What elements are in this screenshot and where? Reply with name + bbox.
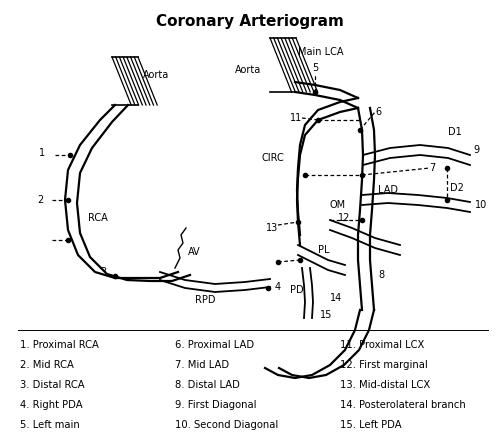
Text: 2. Mid RCA: 2. Mid RCA bbox=[20, 360, 74, 370]
Text: Main LCA: Main LCA bbox=[298, 47, 344, 57]
Text: 10: 10 bbox=[475, 200, 487, 210]
Text: Aorta: Aorta bbox=[143, 70, 169, 80]
Text: PD: PD bbox=[290, 285, 304, 295]
Text: 14. Posterolateral branch: 14. Posterolateral branch bbox=[340, 400, 466, 410]
Text: 12. First marginal: 12. First marginal bbox=[340, 360, 428, 370]
Text: 2: 2 bbox=[37, 195, 43, 205]
Text: 9: 9 bbox=[473, 145, 479, 155]
Text: OM: OM bbox=[330, 200, 346, 210]
Text: RPD: RPD bbox=[195, 295, 216, 305]
Text: PL: PL bbox=[318, 245, 330, 255]
Text: 7. Mid LAD: 7. Mid LAD bbox=[175, 360, 229, 370]
Text: 8: 8 bbox=[378, 270, 384, 280]
Text: AV: AV bbox=[188, 247, 200, 257]
Text: 13. Mid-distal LCX: 13. Mid-distal LCX bbox=[340, 380, 430, 390]
Text: Coronary Arteriogram: Coronary Arteriogram bbox=[156, 14, 344, 29]
Text: 1: 1 bbox=[39, 148, 45, 158]
Text: 10. Second Diagonal: 10. Second Diagonal bbox=[175, 420, 278, 430]
Text: RCA: RCA bbox=[88, 213, 108, 223]
Text: D1: D1 bbox=[448, 127, 462, 137]
Text: 11: 11 bbox=[290, 113, 302, 123]
Text: 13: 13 bbox=[266, 223, 278, 233]
Text: 3. Distal RCA: 3. Distal RCA bbox=[20, 380, 84, 390]
Text: 5. Left main: 5. Left main bbox=[20, 420, 80, 430]
Text: 14: 14 bbox=[330, 293, 342, 303]
Text: 8. Distal LAD: 8. Distal LAD bbox=[175, 380, 240, 390]
Text: Aorta: Aorta bbox=[235, 65, 261, 75]
Text: 15: 15 bbox=[320, 310, 332, 320]
Text: CIRC: CIRC bbox=[262, 153, 285, 163]
Text: 4: 4 bbox=[275, 282, 281, 292]
Text: 1. Proximal RCA: 1. Proximal RCA bbox=[20, 340, 99, 350]
Text: 5: 5 bbox=[312, 63, 318, 73]
Text: 7: 7 bbox=[429, 163, 435, 173]
Text: 4. Right PDA: 4. Right PDA bbox=[20, 400, 82, 410]
Text: 9. First Diagonal: 9. First Diagonal bbox=[175, 400, 256, 410]
Text: 3: 3 bbox=[100, 267, 106, 277]
Text: 11. Proximal LCX: 11. Proximal LCX bbox=[340, 340, 424, 350]
Text: D2: D2 bbox=[450, 183, 464, 193]
Text: LAD: LAD bbox=[378, 185, 398, 195]
Text: 15. Left PDA: 15. Left PDA bbox=[340, 420, 402, 430]
Text: 12: 12 bbox=[338, 213, 350, 223]
Text: 6. Proximal LAD: 6. Proximal LAD bbox=[175, 340, 254, 350]
Text: 6: 6 bbox=[375, 107, 381, 117]
